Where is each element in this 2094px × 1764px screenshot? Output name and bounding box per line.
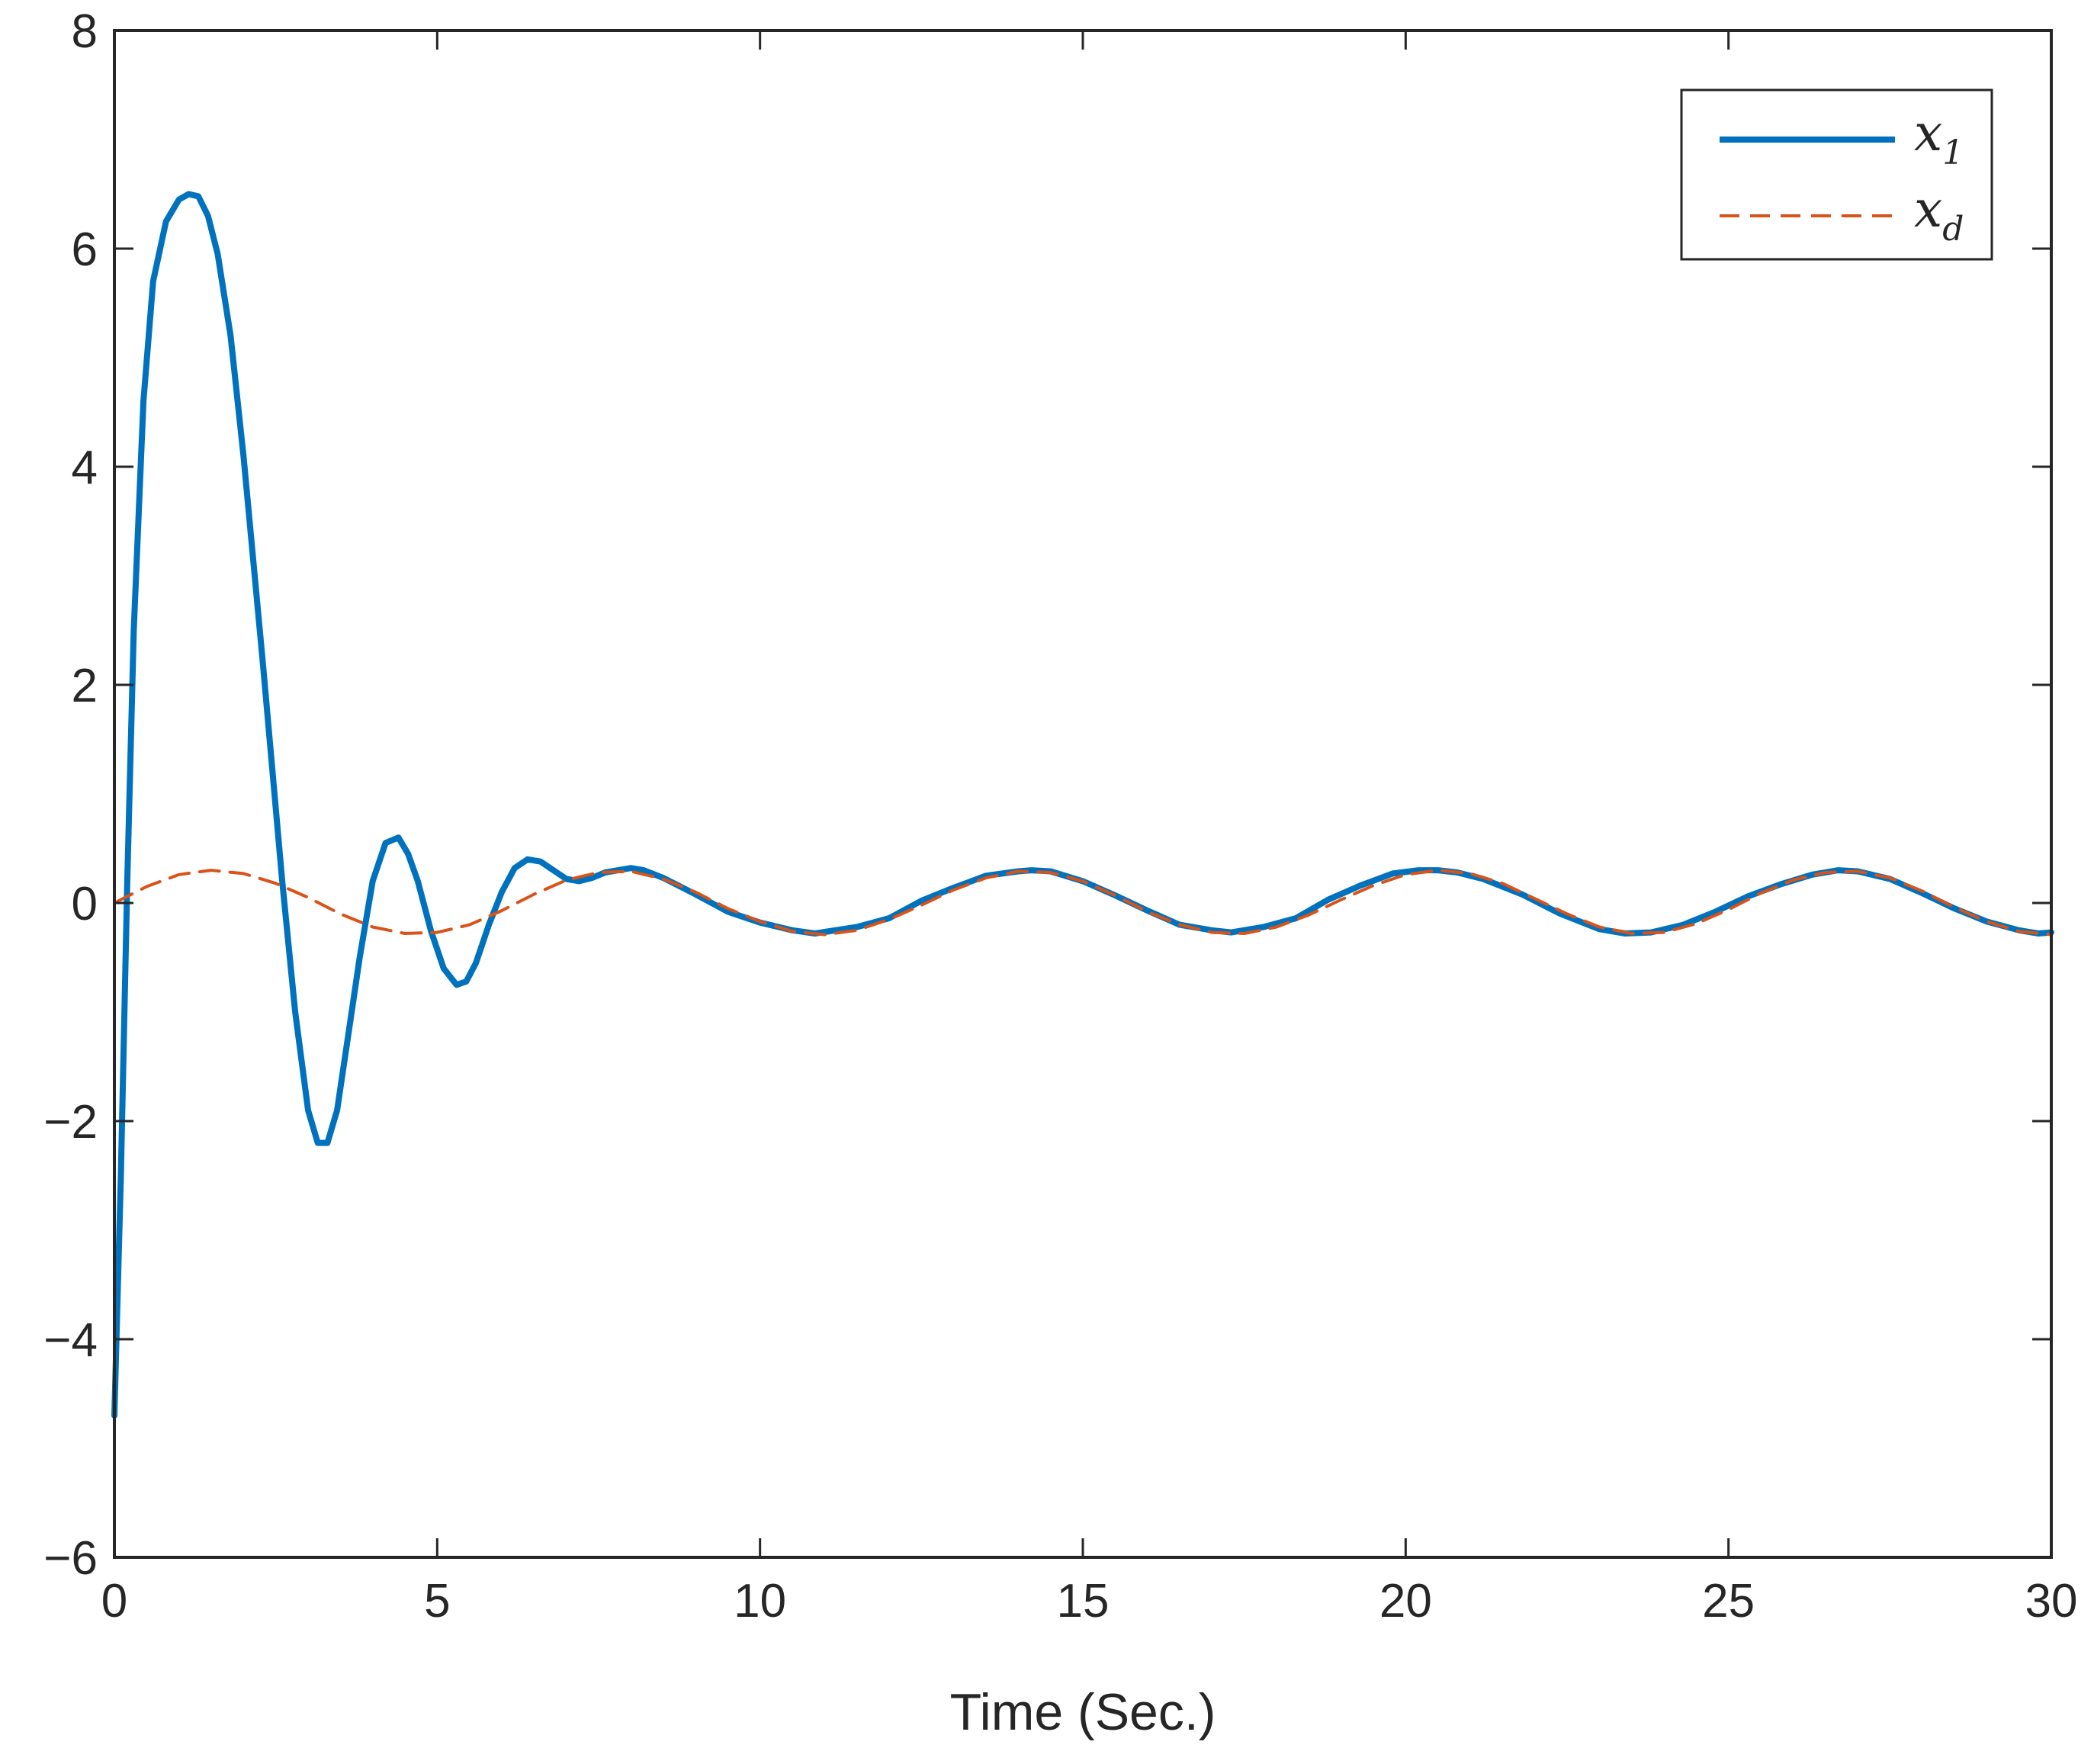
y-tick-label: 8 [72,5,98,58]
series-layer [111,191,2054,1419]
y-tick-label: −2 [43,1096,98,1149]
y-tick-labels: −6 −4 −2 0 2 4 6 8 [43,5,98,1585]
series-line-xd [113,869,2053,937]
legend-entry-xd-main: x [1914,180,1942,239]
x-tick-label: 20 [1379,1575,1432,1627]
x-tick-label: 15 [1057,1575,1110,1627]
x-axis-label: Time (Sec.) [950,1683,1216,1741]
y-tick-label: 2 [72,660,98,712]
x-tick-labels: 0 5 10 15 20 25 30 [101,1575,2078,1627]
y-tick-label: 6 [72,223,98,276]
ticks-layer [113,29,2053,1559]
x-tick-label: 25 [1702,1575,1755,1627]
legend-entry-x1-sub: 1 [1942,133,1964,172]
y-tick-label: 4 [72,442,98,494]
legend-entry-xd-sub: d [1942,210,1964,249]
legend-entry-x1-main: x [1914,104,1942,162]
y-tick-label: −6 [43,1532,98,1585]
legend-box [1680,88,1993,261]
legend-entry-xd: xd [1914,180,1964,249]
legend: x1 xd [1680,88,1993,261]
x-tick-label: 10 [734,1575,786,1627]
x-tick-label: 0 [101,1575,127,1627]
y-tick-label: −4 [43,1314,98,1367]
legend-entry-x1: x1 [1914,104,1964,172]
x-tick-label: 30 [2025,1575,2078,1627]
x-tick-label: 5 [424,1575,450,1627]
y-tick-label: 0 [72,878,98,930]
